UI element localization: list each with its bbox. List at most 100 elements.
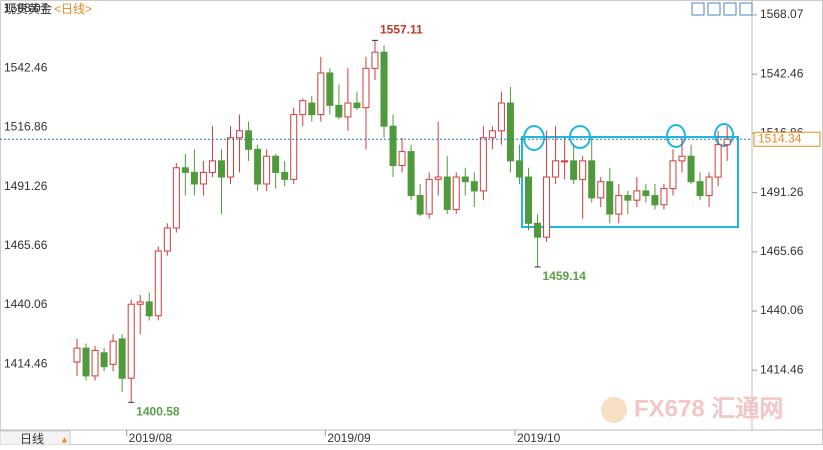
candle-body xyxy=(371,51,379,69)
candle-body xyxy=(696,181,704,197)
candle-body xyxy=(154,250,162,317)
period-label[interactable]: <日线> xyxy=(54,2,92,16)
candle-body xyxy=(552,160,560,178)
candle-body xyxy=(380,51,388,127)
candle-body xyxy=(479,137,487,192)
candle-body xyxy=(172,167,180,229)
x-tick-label: 2019/10 xyxy=(517,431,561,445)
y-tick-label: 1542.46 xyxy=(760,66,804,80)
candle-body xyxy=(227,137,235,178)
candle-body xyxy=(127,303,135,379)
candle-body xyxy=(389,125,397,166)
candle-body xyxy=(452,176,460,210)
period-tab-label[interactable]: 日线 xyxy=(20,432,44,446)
candle-body xyxy=(73,347,81,363)
y-tick-label: 1414.46 xyxy=(4,356,48,370)
chart-title: 现货黄金 xyxy=(4,1,52,16)
candle-body xyxy=(543,176,551,238)
extreme-label: 1557.11 xyxy=(380,23,423,37)
last-price-label: 1514.34 xyxy=(758,131,802,145)
y-tick-label: 1440.06 xyxy=(4,297,48,311)
candle-body xyxy=(190,171,198,185)
candle-body xyxy=(199,171,207,185)
range-box xyxy=(521,136,739,228)
watermark-logo xyxy=(601,397,627,423)
y-tick-label: 1516.86 xyxy=(4,120,48,134)
candle-body xyxy=(335,104,343,118)
extreme-label: 1400.58 xyxy=(136,404,180,418)
candle-body xyxy=(597,181,605,199)
candle-body xyxy=(118,338,126,379)
touch-circles xyxy=(523,123,734,151)
candle-body xyxy=(236,130,244,139)
tab-arrow: ▲ xyxy=(60,434,69,444)
y-tick-label: 1542.46 xyxy=(4,60,48,74)
candle-body xyxy=(687,155,695,183)
tool-zoom-out[interactable] xyxy=(723,2,737,16)
candle-body xyxy=(181,167,189,173)
y-tick-label: 1440.06 xyxy=(760,303,804,317)
candle-body xyxy=(344,102,352,118)
candle-body xyxy=(443,176,451,210)
candle-body xyxy=(263,155,271,185)
candle-body xyxy=(281,171,289,180)
candle-body xyxy=(714,144,722,178)
candle-body xyxy=(136,301,144,305)
candle-body xyxy=(100,352,108,368)
candle-body xyxy=(254,148,262,185)
candle-body xyxy=(642,190,650,197)
candle-body xyxy=(82,347,90,377)
candle-body xyxy=(615,195,623,215)
candle-body xyxy=(669,160,677,190)
candle-body xyxy=(245,130,253,150)
candle-body xyxy=(208,160,216,173)
candle-body xyxy=(723,138,731,146)
last-price-box xyxy=(753,131,821,147)
candle-body xyxy=(461,176,469,183)
candle-body xyxy=(109,340,117,365)
candle-body xyxy=(633,190,641,201)
circle xyxy=(569,125,591,149)
candle-body xyxy=(217,160,225,178)
candle-body xyxy=(488,130,496,139)
candle-body xyxy=(660,188,668,206)
candle-body xyxy=(678,155,686,162)
candle-body xyxy=(561,160,569,163)
candle-body xyxy=(497,102,505,132)
tool-move[interactable] xyxy=(691,2,705,16)
tool-reset[interactable] xyxy=(739,2,753,16)
y-tick-label: 1414.46 xyxy=(760,362,804,376)
watermark: FX678 汇通网 xyxy=(634,395,783,422)
candle-body xyxy=(651,195,659,206)
circle xyxy=(714,123,734,147)
circle xyxy=(523,125,545,151)
candle-body xyxy=(506,102,514,162)
candle-body xyxy=(624,195,632,201)
candle-body xyxy=(326,72,334,106)
candle-body xyxy=(317,72,325,116)
candle-body xyxy=(407,151,415,197)
candle-body xyxy=(534,222,542,238)
candle-body xyxy=(515,160,523,178)
candle-body xyxy=(290,114,298,180)
candle-body xyxy=(308,102,316,116)
candle-body xyxy=(299,100,307,116)
candle-body xyxy=(470,181,478,192)
candle-body xyxy=(353,102,361,109)
circle xyxy=(666,124,686,148)
toolbar xyxy=(691,2,753,16)
y-tick-label: 1491.26 xyxy=(4,179,48,193)
candle-body xyxy=(570,160,578,180)
candle-body xyxy=(398,151,406,166)
candle-body xyxy=(91,349,99,377)
candle-body xyxy=(362,67,370,109)
y-tick-label: 1465.66 xyxy=(760,244,804,258)
tool-zoom-in[interactable] xyxy=(707,2,721,16)
candle-body xyxy=(425,178,433,215)
x-tick-label: 2019/09 xyxy=(327,431,371,445)
extreme-label: 1459.14 xyxy=(543,269,587,283)
candle-body xyxy=(705,176,713,197)
candle-body xyxy=(579,160,587,180)
